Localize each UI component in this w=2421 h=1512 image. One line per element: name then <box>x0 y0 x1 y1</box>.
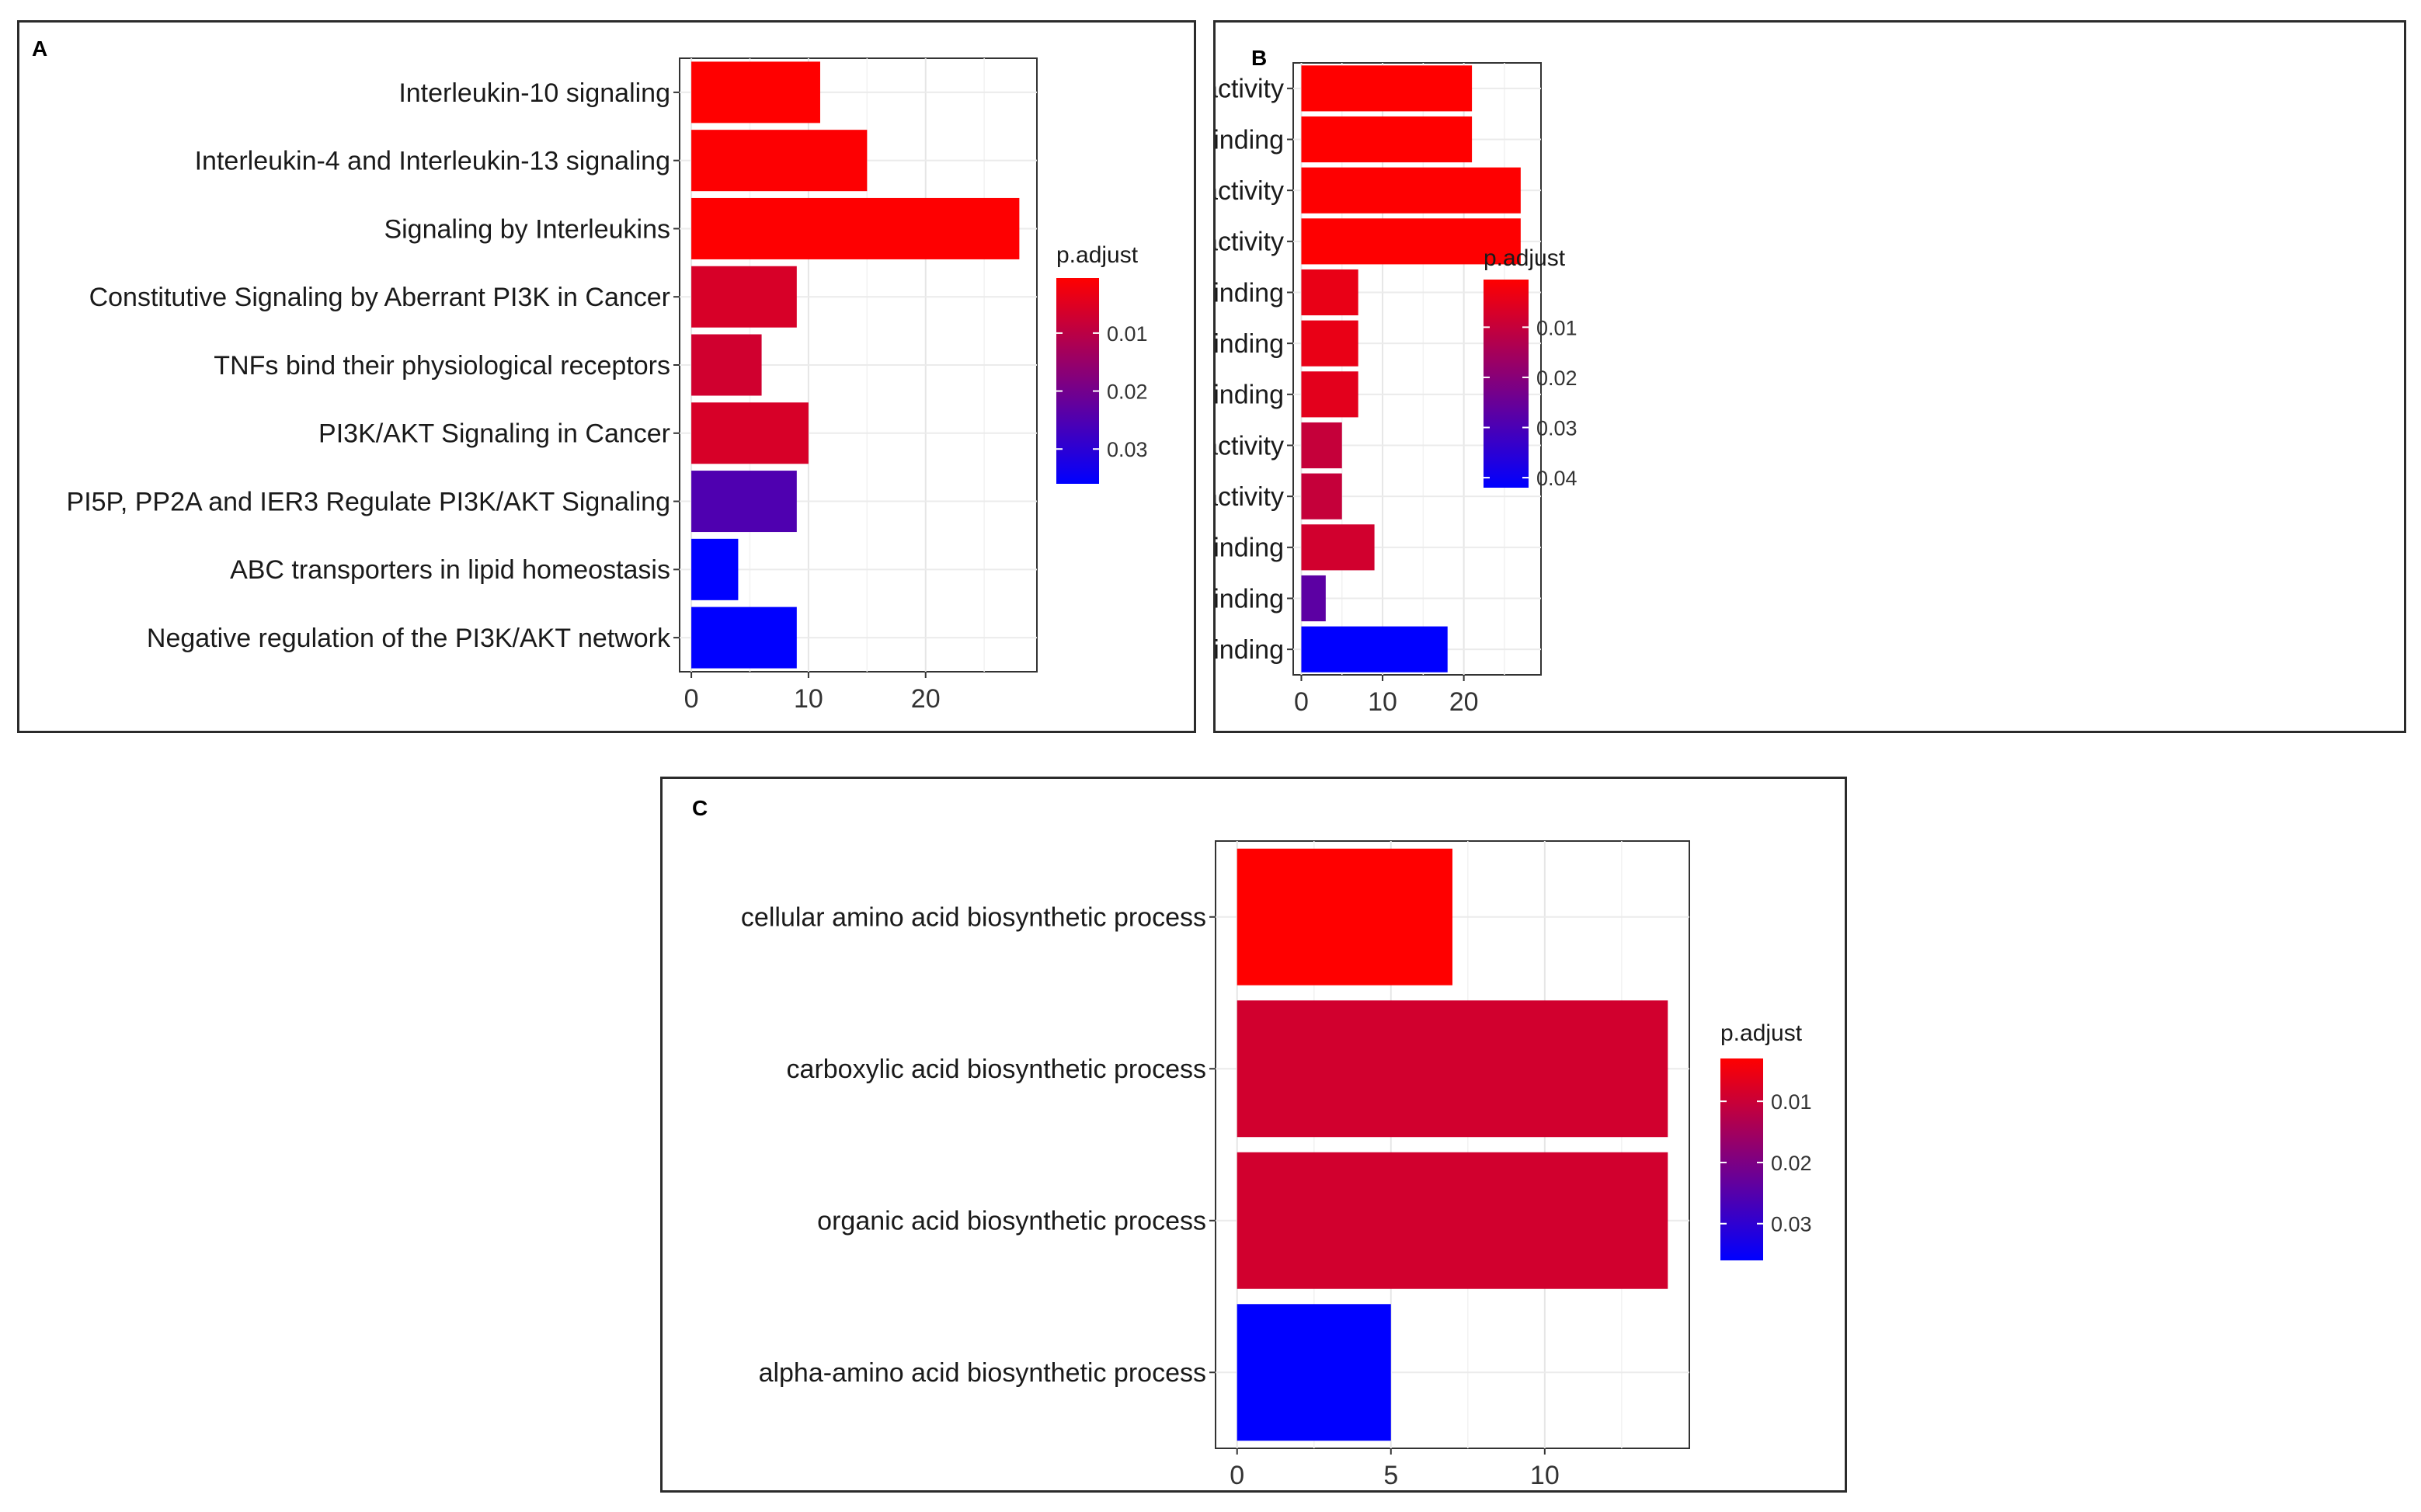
legend-colorbar <box>1720 1058 1763 1260</box>
category-label: cytokine activity <box>1216 75 1284 104</box>
bar <box>1237 1152 1668 1289</box>
bar <box>691 538 739 600</box>
category-label: chemokine receptor binding <box>1216 381 1284 410</box>
category-label: TNFs bind their physiological receptors <box>214 351 670 381</box>
bar <box>691 197 1020 259</box>
legend-tick-label: 0.02 <box>1771 1152 1812 1175</box>
legend-tick-label: 0.02 <box>1536 367 1577 390</box>
bar <box>691 402 809 464</box>
x-tick-label: 20 <box>1449 687 1479 717</box>
bar <box>1301 524 1375 571</box>
category-label: organic acid biosynthetic process <box>817 1207 1206 1236</box>
bar <box>1301 626 1448 673</box>
panel-label: B <box>1251 46 1268 70</box>
panel-label: C <box>692 796 708 820</box>
x-tick-label: 0 <box>1230 1461 1244 1490</box>
bar <box>691 266 797 328</box>
bar <box>1301 575 1326 622</box>
legend-tick-label: 0.01 <box>1771 1090 1812 1114</box>
legend-colorbar <box>1484 280 1529 488</box>
category-label: Signaling by Interleukins <box>384 214 670 244</box>
chart-b: cytokine activity cytokine receptor bindi… <box>1216 62 1577 717</box>
bar <box>1237 1304 1391 1441</box>
category-label: alpha-amino acid biosynthetic process <box>759 1358 1206 1388</box>
category-label: PI3K/AKT Signaling in Cancer <box>318 419 670 449</box>
category-label: receptor ligand activity <box>1216 176 1284 206</box>
legend-tick-label: 0.04 <box>1536 467 1577 490</box>
category-label: cell adhesion molecule binding <box>1216 635 1284 665</box>
legend-tick-label: 0.03 <box>1536 417 1577 440</box>
x-tick-label: 10 <box>1530 1461 1560 1490</box>
category-label: carboxylic acid biosynthetic process <box>787 1055 1206 1084</box>
category-label: tumor necrosis factor receptor superfami… <box>1216 329 1284 359</box>
legend-colorbar <box>1056 278 1099 484</box>
bar <box>691 130 868 192</box>
x-tick-label: 0 <box>684 684 699 714</box>
x-tick-label: 20 <box>911 684 941 714</box>
legend-tick-label: 0.02 <box>1107 381 1148 404</box>
legend-tick-label: 0.01 <box>1536 316 1577 339</box>
category-label: Negative regulation of the PI3K/AKT netw… <box>147 624 671 653</box>
bar <box>1301 65 1473 112</box>
category-label: tumor necrosis factor receptor binding <box>1216 278 1284 308</box>
bar <box>1237 848 1452 985</box>
category-label: receptor regulator activity <box>1216 228 1284 257</box>
category-label: ABC transporters in lipid homeostasis <box>230 555 670 585</box>
bar <box>691 607 797 669</box>
legend-tick-label: 0.03 <box>1107 438 1148 461</box>
bar <box>691 471 797 533</box>
x-tick-label: 10 <box>794 684 823 714</box>
bar <box>1301 116 1473 163</box>
x-tick-label: 10 <box>1368 687 1397 717</box>
category-label: Constitutive Signaling by Aberrant PI3K … <box>89 283 670 312</box>
bar <box>1237 1000 1668 1138</box>
chart-c: cellular amino acid biosynthetic process… <box>741 840 1812 1490</box>
panel-c: C cellular amino acid biosynthetic proce… <box>660 777 1847 1493</box>
chart-a: Interleukin-10 signaling Interleukin-4 an… <box>67 57 1148 714</box>
category-label: cytokine receptor binding <box>1216 125 1284 155</box>
panel-a: A Interleukin-10 signaling Interleukin-4 … <box>17 20 1196 733</box>
bar <box>1301 320 1358 367</box>
x-tick-label: 0 <box>1294 687 1309 717</box>
legend-title: p.adjust <box>1484 245 1566 271</box>
category-label: CXCR chemokine receptor binding <box>1216 584 1284 613</box>
x-tick-label: 5 <box>1383 1461 1398 1490</box>
category-label: PI5P, PP2A and IER3 Regulate PI3K/AKT Si… <box>67 487 670 516</box>
bar <box>1301 269 1358 316</box>
category-label: chemoattractant activity <box>1216 431 1284 461</box>
category-label: integrin binding <box>1216 534 1284 563</box>
category-label: Interleukin-4 and Interleukin-13 signali… <box>195 147 670 176</box>
category-label: chemokine activity <box>1216 482 1284 512</box>
legend-title: p.adjust <box>1720 1020 1803 1046</box>
panel-label: A <box>32 36 48 61</box>
bar <box>1301 167 1521 214</box>
legend-tick-label: 0.01 <box>1107 322 1148 346</box>
bar <box>1301 371 1358 418</box>
bar <box>1301 473 1342 520</box>
bar <box>1301 422 1342 469</box>
category-label: cellular amino acid biosynthetic process <box>741 903 1206 933</box>
panel-b: B cytokine activity cytokine receptor bin… <box>1213 20 2406 733</box>
category-label: Interleukin-10 signaling <box>398 78 670 108</box>
bar <box>1301 218 1521 265</box>
legend-title: p.adjust <box>1056 242 1139 268</box>
bar <box>691 334 762 396</box>
bar <box>691 61 820 123</box>
legend-tick-label: 0.03 <box>1771 1213 1812 1236</box>
